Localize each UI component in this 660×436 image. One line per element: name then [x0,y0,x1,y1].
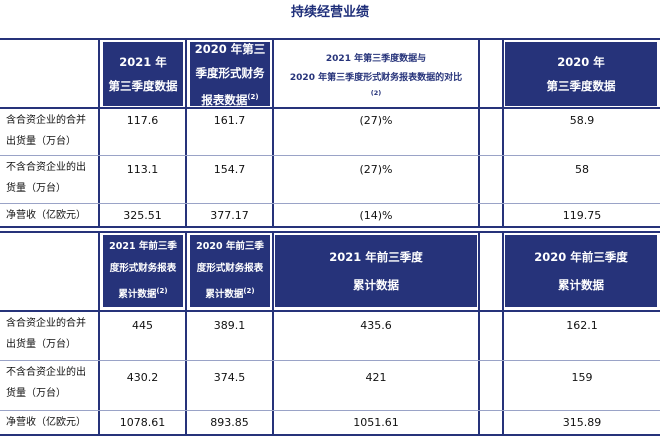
header-line: 2020 年第三季度形式财务报表数据的对比 [289,73,463,83]
cell-value: 162.1 [566,318,598,332]
header-2021-9m: 2021 年前三季度 累计数据 [275,235,477,307]
header-2020-q3-proforma: 2020 年第三 季度形式财务 报表数据(2) [190,42,270,106]
label-line: 不含合资企业的出 [6,162,86,173]
cell-value: 421 [365,370,387,384]
cell-value: 1051.61 [353,416,399,429]
row-label: 净营收（亿欧元） [6,417,86,428]
divider [502,231,504,436]
cell-value: 893.85 [210,416,249,429]
row-label: 含合资企业的合并 出货量（万台） [0,110,98,155]
header-line: 报表数据(2) [201,85,258,112]
header-2020-q3: 2020 年 第三季度数据 [505,42,657,106]
cell-value: 1078.61 [119,416,166,429]
cell-value: 389.1 [213,318,246,332]
header-line: 2021 年前三季 [109,240,177,252]
header-line: 2021 年前三季度 [329,250,423,264]
row-label: 净营收（亿欧元） [6,209,86,221]
divider [502,38,504,228]
header-bottom-border [0,310,660,312]
table-2-bottom-border [0,434,660,436]
cell-value: 445 [132,318,153,332]
divider [272,38,274,228]
footnote-ref: (2) [370,89,382,97]
table-2-top-border [0,231,660,233]
cell-value: 117.6 [126,113,159,127]
header-line: 度形式财务报表 [196,262,264,274]
label-line: 出货量（万台） [6,136,76,147]
divider [185,231,187,436]
header-line: 累计数据(2) [118,280,167,306]
label-line: 含合资企业的合并 [6,318,86,329]
header-2021-9m-proforma: 2021 年前三季 度形式财务报表 累计数据(2) [103,235,183,307]
header-text: 累计数据 [205,289,244,301]
header-line: 累计数据 [353,278,399,292]
row-label: 含合资企业的合并 出货量（万台） [0,313,98,360]
cell-value: 325.51 [123,208,162,222]
header-line: 2020 年前三季度 [534,250,628,264]
footnote-ref: (2) [247,92,259,101]
divider [478,231,480,436]
cell-value: 430.2 [126,370,159,384]
table-1-top-border [0,38,660,40]
cell-value: (27)% [359,162,393,176]
header-text: 累计数据 [118,289,157,301]
header-line: 2020 年前三季 [196,240,264,252]
cell-value: 435.6 [360,318,392,332]
header-comparison: 2021 年第三季度数据与 2020 年第三季度形式财务报表数据的对比 (2) [275,42,477,106]
row-label: 不含合资企业的出 货量（万台） [0,157,98,203]
label-line: 含合资企业的合并 [6,115,86,126]
divider [272,231,274,436]
header-2020-9m-proforma: 2020 年前三季 度形式财务报表 累计数据(2) [190,235,270,307]
header-line: 2020 年第三 [194,41,266,56]
divider [98,231,100,436]
cell-value: 159 [571,370,593,384]
header-line: 2020 年 [557,55,605,69]
label-line: 出货量（万台） [6,339,76,350]
header-2020-9m: 2020 年前三季度 累计数据 [505,235,657,307]
cell-value: 154.7 [213,162,246,176]
header-text: 报表数据 [201,92,248,107]
label-line: 货量（万台） [6,183,66,194]
row-divider [0,410,660,411]
cell-value: 161.7 [213,113,246,127]
divider [185,38,187,228]
cell-value: 58.9 [569,113,595,127]
cell-value: 58 [575,162,589,176]
header-line: 第三季度数据 [546,79,616,93]
header-line: 累计数据(2) [205,280,254,306]
header-2021-q3: 2021 年 第三季度数据 [103,42,183,106]
divider [478,38,480,228]
row-divider [0,203,660,204]
footnote-ref: (2) [156,286,168,295]
header-line: 度形式财务报表 [109,262,177,274]
header-line: 2021 年第三季度数据与 [325,54,427,64]
cell-value: 119.75 [562,208,602,222]
header-line: 累计数据 [558,278,604,292]
row-label: 不含合资企业的出 货量（万台） [0,362,98,410]
row-divider [0,155,660,156]
cell-value: 113.1 [126,162,159,176]
label-line: 货量（万台） [6,388,66,399]
cell-value: 374.5 [213,370,246,384]
page-title: 持续经营业绩 [290,5,369,20]
cell-value: (14)% [359,208,393,222]
header-line: 第三季度数据 [108,79,178,93]
label-line: 不含合资企业的出 [6,367,86,378]
cell-value: 315.89 [562,416,602,429]
header-line: 2021 年 [119,55,167,69]
divider [98,38,100,228]
cell-value: 377.17 [210,208,249,222]
table-1-bottom-border [0,226,660,228]
footnote-ref: (2) [243,286,255,295]
header-bottom-border [0,107,660,109]
row-divider [0,360,660,361]
cell-value: (27)% [359,113,393,127]
header-line: 季度形式财务 [195,65,265,80]
